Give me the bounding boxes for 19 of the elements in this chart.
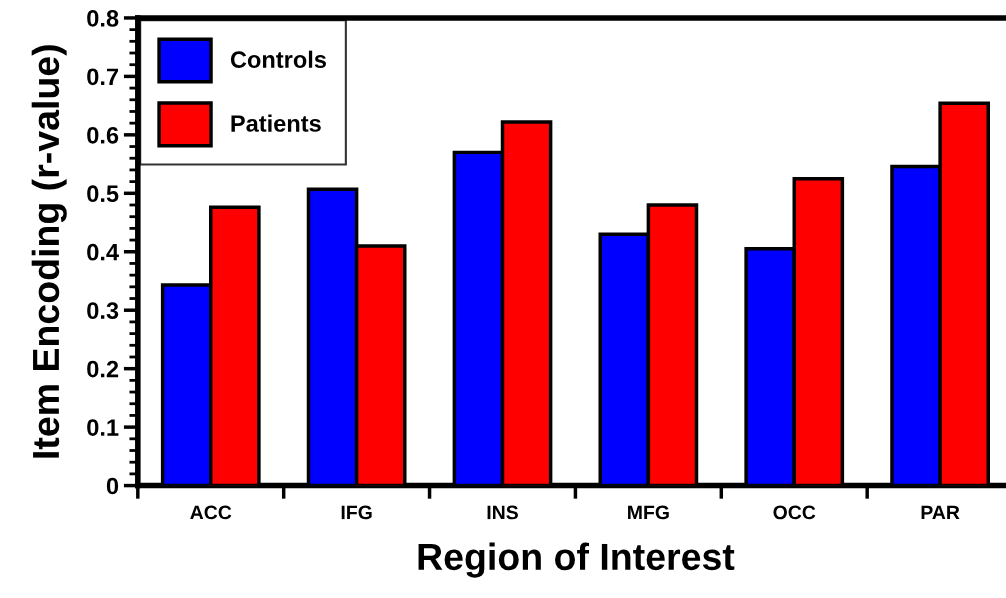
x-tick-label: PAR — [921, 505, 960, 520]
legend-label: Controls — [230, 50, 326, 68]
y-tick-label: 0.2 — [87, 360, 119, 378]
x-tick-label: INS — [487, 505, 518, 520]
legend-label: Patients — [231, 114, 321, 132]
y-tick-label: 0.8 — [87, 10, 119, 27]
y-tick-label: 0.1 — [87, 419, 119, 436]
x-axis-title: Region of Interest — [418, 542, 735, 578]
y-tick-label: 0.6 — [87, 126, 119, 144]
y-axis-title: Item Encoding (r-value) — [31, 45, 67, 458]
y-tick-label: 0.5 — [87, 185, 119, 203]
y-tick-label: 0 — [106, 477, 119, 495]
x-tick-label: ACC — [190, 505, 232, 520]
y-tick-label: 0.4 — [87, 243, 119, 261]
y-tick-label: 0.3 — [87, 302, 119, 320]
y-tick-label: 0.7 — [87, 68, 119, 86]
x-tick-label: MFG — [628, 505, 669, 520]
x-tick-label: OCC — [773, 505, 816, 520]
x-tick-label: IFG — [341, 505, 372, 520]
